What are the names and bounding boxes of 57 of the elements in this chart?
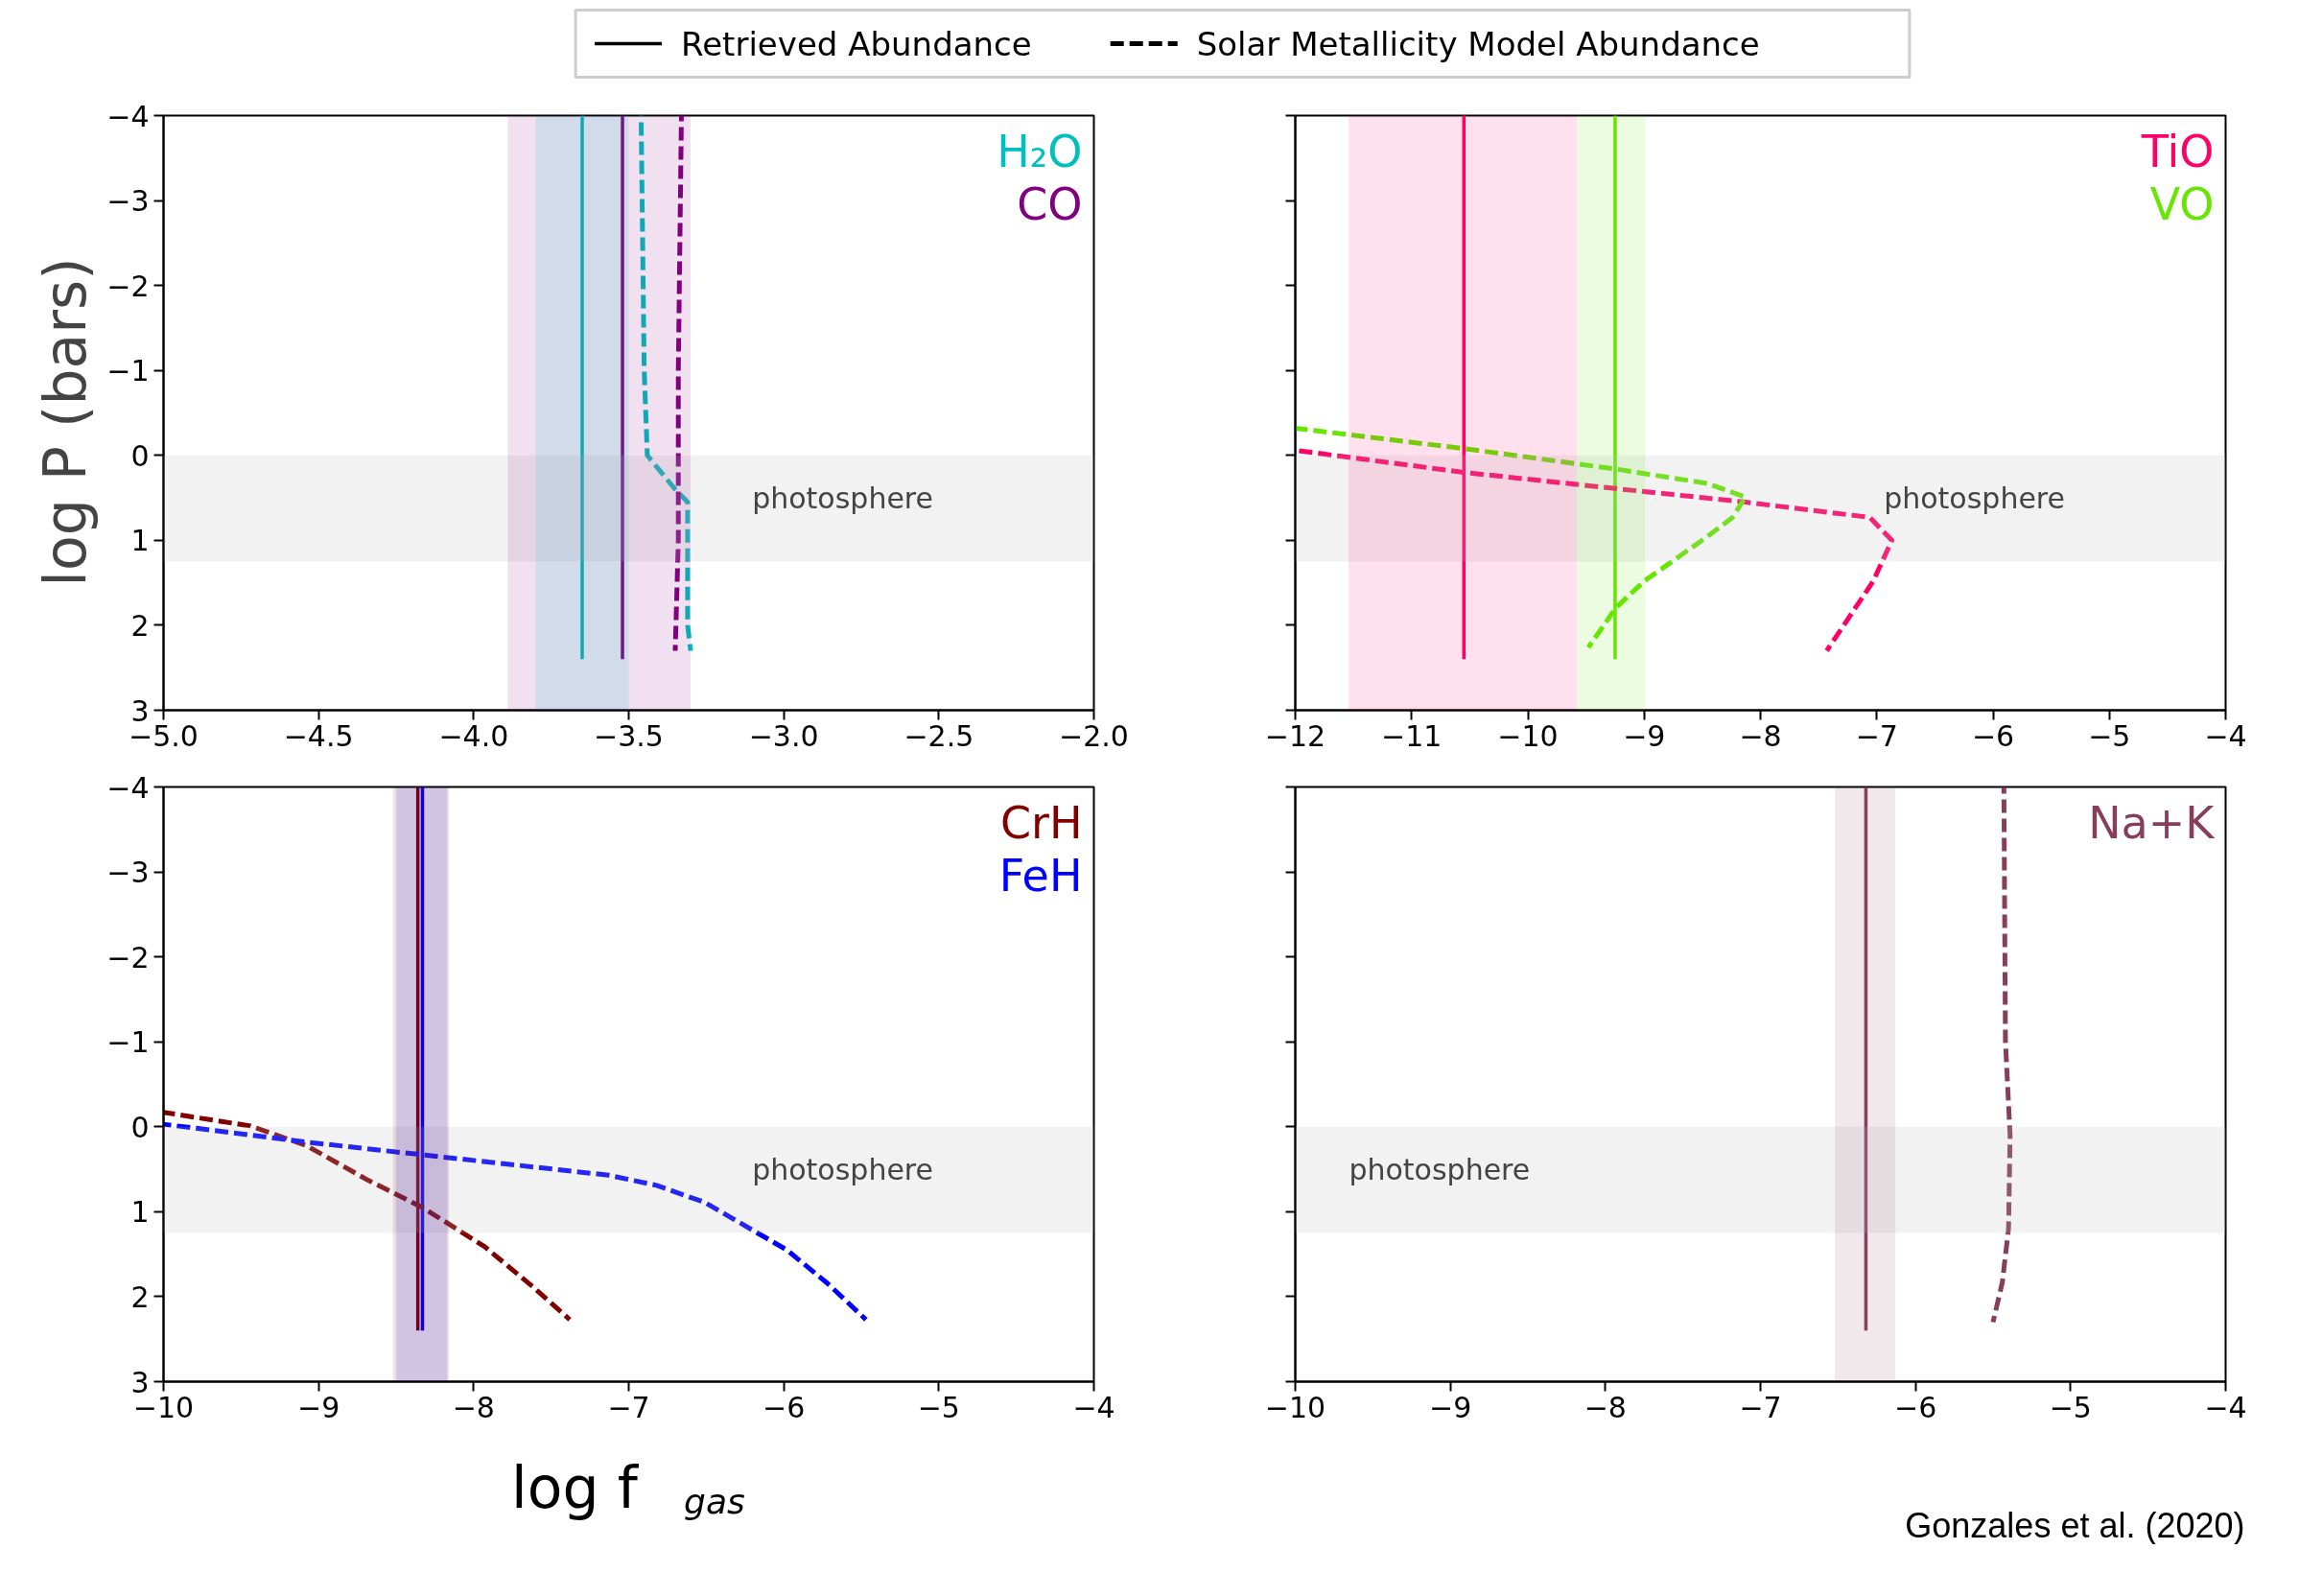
x-tick-label: −10 — [1497, 718, 1559, 753]
x-tick-label: −8 — [1739, 718, 1782, 753]
y-tick-label: −2 — [106, 269, 150, 303]
x-tick-label: −7 — [607, 1390, 650, 1424]
text: CrH — [999, 796, 1083, 849]
y-tick-label: 1 — [130, 1195, 150, 1230]
y-axis-title: log P (bars) — [32, 257, 100, 587]
x-tick-label: −9 — [1623, 718, 1666, 753]
y-tick-label: 2 — [130, 1279, 150, 1314]
x-tick-label: −7 — [1855, 718, 1898, 753]
band-label: photosphere — [752, 1152, 934, 1186]
text: TiO — [2140, 125, 2215, 177]
x-tick-label: −2.0 — [1059, 718, 1129, 753]
band-label: photosphere — [752, 481, 934, 515]
y-tick-label: 2 — [130, 608, 150, 643]
y-tick-label: 0 — [130, 438, 150, 473]
text: VO — [2149, 177, 2215, 230]
y-tick-label: −3 — [106, 184, 150, 219]
x-tick-label: −3.5 — [594, 718, 664, 753]
x-tick-label: −3.0 — [748, 718, 819, 753]
x-tick-label: −9 — [297, 1390, 340, 1424]
text: Solar Metallicity Model Abundance — [1196, 24, 1760, 63]
x-tick-label: −7 — [1739, 1390, 1782, 1424]
x-tick-label: −12 — [1264, 718, 1326, 753]
band-label: photosphere — [1884, 481, 2066, 515]
x-tick-label: −4.5 — [283, 718, 354, 753]
y-tick-label: −1 — [106, 1025, 150, 1060]
y-tick-label: −2 — [106, 940, 150, 974]
x-tick-label: −10 — [1264, 1390, 1326, 1424]
x-tick-label: −6 — [762, 1390, 806, 1424]
y-tick-label: −1 — [106, 354, 150, 388]
x-tick-label: −11 — [1381, 718, 1443, 753]
x-tick-label: −9 — [1429, 1390, 1472, 1424]
x-tick-label: −5 — [2049, 1390, 2092, 1424]
y-tick-label: 0 — [130, 1110, 150, 1144]
text: Retrieved Abundance — [681, 24, 1032, 63]
x-tick-label: −8 — [452, 1390, 495, 1424]
x-tick-label: −6 — [1971, 718, 2015, 753]
band-label: photosphere — [1349, 1152, 1531, 1186]
x-tick-label: −5 — [917, 1390, 960, 1424]
x-tick-label: −4 — [2204, 1390, 2247, 1424]
x-tick-label: −2.5 — [903, 718, 974, 753]
x-tick-label: −6 — [1894, 1390, 1937, 1424]
y-tick-label: −4 — [106, 770, 150, 805]
y-tick-label: −4 — [106, 99, 150, 133]
text: FeH — [998, 849, 1083, 902]
x-tick-label: −4 — [2204, 718, 2247, 753]
text: CO — [1017, 177, 1083, 230]
x-tick-label: −8 — [1583, 1390, 1627, 1424]
text: Na+K — [2088, 796, 2217, 849]
y-tick-label: 1 — [130, 524, 150, 558]
x-tick-label: −4.0 — [438, 718, 509, 753]
x-tick-label: −5 — [2088, 718, 2131, 753]
x-tick-label: −4 — [1072, 1390, 1115, 1424]
text: H₂O — [997, 125, 1083, 177]
y-tick-label: −3 — [106, 856, 150, 890]
text: Gonzales et al. (2020) — [1905, 1506, 2245, 1545]
